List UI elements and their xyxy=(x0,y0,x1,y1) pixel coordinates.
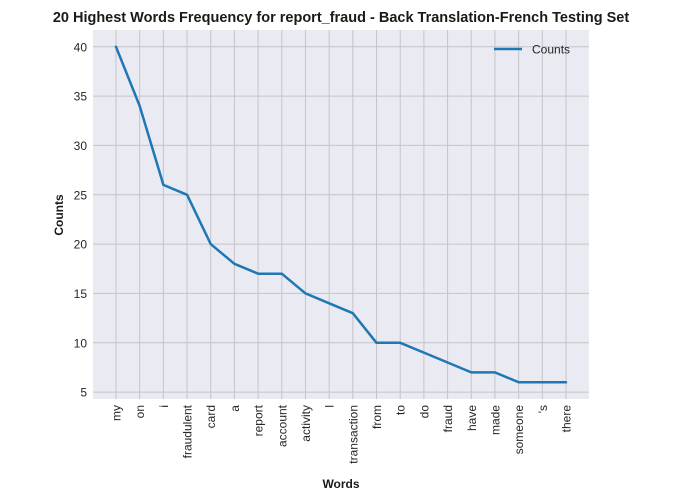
y-tick-label: 25 xyxy=(74,188,88,202)
y-tick-label: 20 xyxy=(74,238,88,252)
y-tick-label: 5 xyxy=(80,386,87,400)
x-tick-label: a xyxy=(228,405,242,412)
x-tick-label: fraud xyxy=(441,405,455,432)
x-tick-label: to xyxy=(394,405,408,415)
y-axis-label: Counts xyxy=(52,194,66,236)
legend-label: Counts xyxy=(532,43,570,57)
x-tick-label: there xyxy=(560,405,574,433)
x-tick-label: my xyxy=(110,405,124,421)
x-tick-label: l xyxy=(323,405,337,408)
x-tick-label: account xyxy=(275,404,289,447)
x-tick-label: do xyxy=(417,405,431,419)
chart-title: 20 Highest Words Frequency for report_fr… xyxy=(53,10,630,26)
x-tick-label: fraudulent xyxy=(181,404,195,458)
x-tick-label: from xyxy=(370,405,384,429)
series-line xyxy=(114,45,568,384)
y-tick-label: 30 xyxy=(74,139,88,153)
legend: Counts xyxy=(494,43,570,57)
x-tick-label: transaction xyxy=(346,405,360,464)
y-tick-label: 15 xyxy=(74,287,88,301)
series-layer xyxy=(114,45,568,384)
x-tick-label: card xyxy=(204,405,218,428)
x-tick-label: 's xyxy=(536,405,550,413)
plot-area xyxy=(93,30,589,399)
x-tick-label: have xyxy=(465,405,479,431)
x-tick-label: someone xyxy=(512,405,526,455)
y-tick-label: 10 xyxy=(74,336,88,350)
y-tick-label: 40 xyxy=(74,40,88,54)
x-tick-label: i xyxy=(157,405,171,408)
x-tick-label: report xyxy=(252,404,266,436)
y-tick-label: 35 xyxy=(74,90,88,104)
x-tick-labels: my on i fraudulent card a report account activit… xyxy=(110,404,574,463)
x-tick-label: on xyxy=(133,405,147,418)
y-tick-labels: 5 10 15 20 25 30 35 40 xyxy=(74,40,88,399)
x-tick-label: made xyxy=(488,405,502,435)
x-axis-label: Words xyxy=(322,477,359,491)
x-tick-label: activity xyxy=(299,405,313,442)
grid xyxy=(93,30,589,399)
